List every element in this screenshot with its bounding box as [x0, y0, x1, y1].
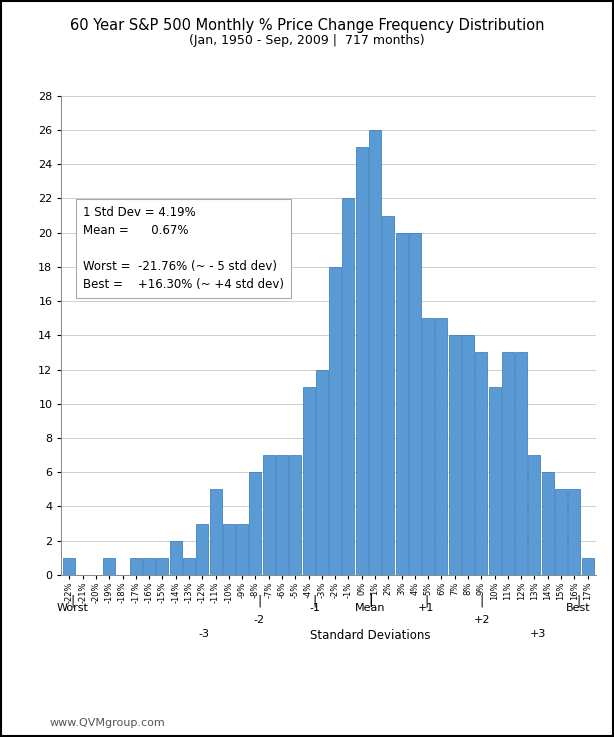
Text: Worst: Worst — [56, 603, 88, 613]
Bar — [130, 558, 142, 575]
Text: |: | — [576, 594, 580, 607]
Bar — [383, 216, 394, 575]
Bar — [435, 318, 448, 575]
Bar — [196, 523, 208, 575]
Text: Standard Deviations: Standard Deviations — [310, 629, 431, 642]
Bar — [462, 335, 474, 575]
Text: |: | — [71, 594, 75, 607]
Bar — [449, 335, 460, 575]
Text: -1: -1 — [309, 603, 321, 613]
Text: |: | — [368, 594, 373, 607]
Text: |: | — [424, 594, 429, 607]
Text: +1: +1 — [418, 603, 435, 613]
Bar — [329, 267, 341, 575]
Bar — [555, 489, 567, 575]
Bar — [289, 455, 301, 575]
Bar — [276, 455, 288, 575]
Bar — [236, 523, 248, 575]
Bar — [395, 233, 408, 575]
Text: Mean: Mean — [356, 603, 386, 613]
Bar — [316, 369, 328, 575]
Bar — [249, 472, 262, 575]
Bar — [343, 198, 354, 575]
Bar — [143, 558, 155, 575]
Text: |: | — [480, 594, 484, 607]
Text: Best: Best — [566, 603, 591, 613]
Text: |: | — [257, 594, 262, 607]
Bar — [103, 558, 115, 575]
Text: +2: +2 — [474, 615, 490, 626]
Bar — [581, 558, 594, 575]
Bar — [409, 233, 421, 575]
Bar — [515, 352, 527, 575]
Bar — [169, 541, 182, 575]
Bar — [502, 352, 514, 575]
Text: -2: -2 — [254, 615, 265, 626]
Bar — [356, 147, 368, 575]
Bar — [303, 387, 314, 575]
Bar — [475, 352, 488, 575]
Bar — [489, 387, 500, 575]
Bar — [369, 130, 381, 575]
Text: (Jan, 1950 - Sep, 2009 |  717 months): (Jan, 1950 - Sep, 2009 | 717 months) — [189, 34, 425, 47]
Bar — [263, 455, 274, 575]
Text: www.QVMgroup.com: www.QVMgroup.com — [49, 718, 165, 728]
Text: |: | — [313, 594, 317, 607]
Bar — [209, 489, 222, 575]
Text: 1 Std Dev = 4.19%
Mean =      0.67%

Worst =  -21.76% (~ - 5 std dev)
Best =    : 1 Std Dev = 4.19% Mean = 0.67% Worst = -… — [83, 206, 284, 291]
Bar — [63, 558, 76, 575]
Text: +3: +3 — [529, 629, 546, 639]
Bar — [223, 523, 235, 575]
Bar — [157, 558, 168, 575]
Bar — [422, 318, 434, 575]
Bar — [183, 558, 195, 575]
Bar — [542, 472, 554, 575]
Bar — [569, 489, 580, 575]
Bar — [529, 455, 540, 575]
Text: -3: -3 — [198, 629, 209, 639]
Text: 60 Year S&P 500 Monthly % Price Change Frequency Distribution: 60 Year S&P 500 Monthly % Price Change F… — [70, 18, 544, 33]
